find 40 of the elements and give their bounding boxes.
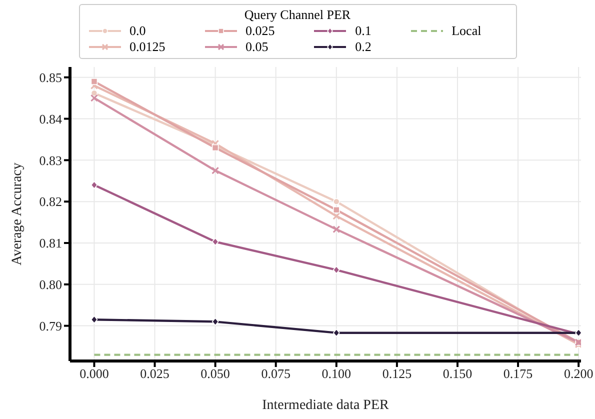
point: [90, 90, 98, 96]
y-tick-label: 0.83: [39, 152, 62, 168]
x-tick-label: 0.075: [261, 366, 290, 382]
point: [333, 206, 340, 214]
y-tick-label: 0.82: [39, 194, 62, 210]
legend-label: 0.1: [355, 23, 372, 39]
x-tick-label: 0.125: [382, 366, 412, 382]
y-tick-label: 0.80: [39, 277, 62, 292]
x-tick-label: 0.025: [140, 366, 170, 382]
point: [212, 238, 219, 246]
point: [332, 212, 340, 220]
point: [332, 226, 340, 234]
x-tick-label: 0.050: [200, 366, 230, 382]
x-tick-label: 0.150: [442, 366, 472, 382]
x-axis-title: Intermediate data PER: [262, 398, 390, 413]
point: [333, 328, 340, 337]
point: [212, 166, 220, 174]
legend-label: 0.0: [130, 23, 146, 39]
legend-title: Query Channel PER: [243, 7, 352, 23]
y-tick-label: 0.81: [39, 236, 62, 251]
point: [90, 181, 98, 190]
x-tick-label: 0.000: [80, 366, 109, 382]
y-axis-title: Average Accuracy: [10, 162, 25, 266]
legend-label: 0.2: [355, 39, 372, 55]
point: [90, 94, 98, 102]
point: [333, 198, 340, 205]
legend-label: Local: [452, 23, 482, 39]
x-tick-label: 0.200: [564, 366, 594, 382]
point: [212, 318, 219, 326]
y-tick-label: 0.79: [39, 318, 62, 334]
point: [90, 78, 98, 85]
point: [90, 316, 98, 324]
y-tick-label: 0.84: [39, 111, 62, 126]
x-tick-label: 0.175: [503, 366, 533, 382]
legend-label: 0.025: [246, 23, 275, 39]
legend-label: 0.0125: [130, 39, 166, 55]
y-tick-label: 0.85: [39, 70, 62, 85]
point: [333, 266, 340, 274]
x-tick-label: 0.100: [322, 366, 352, 382]
legend-label: 0.05: [246, 39, 268, 55]
